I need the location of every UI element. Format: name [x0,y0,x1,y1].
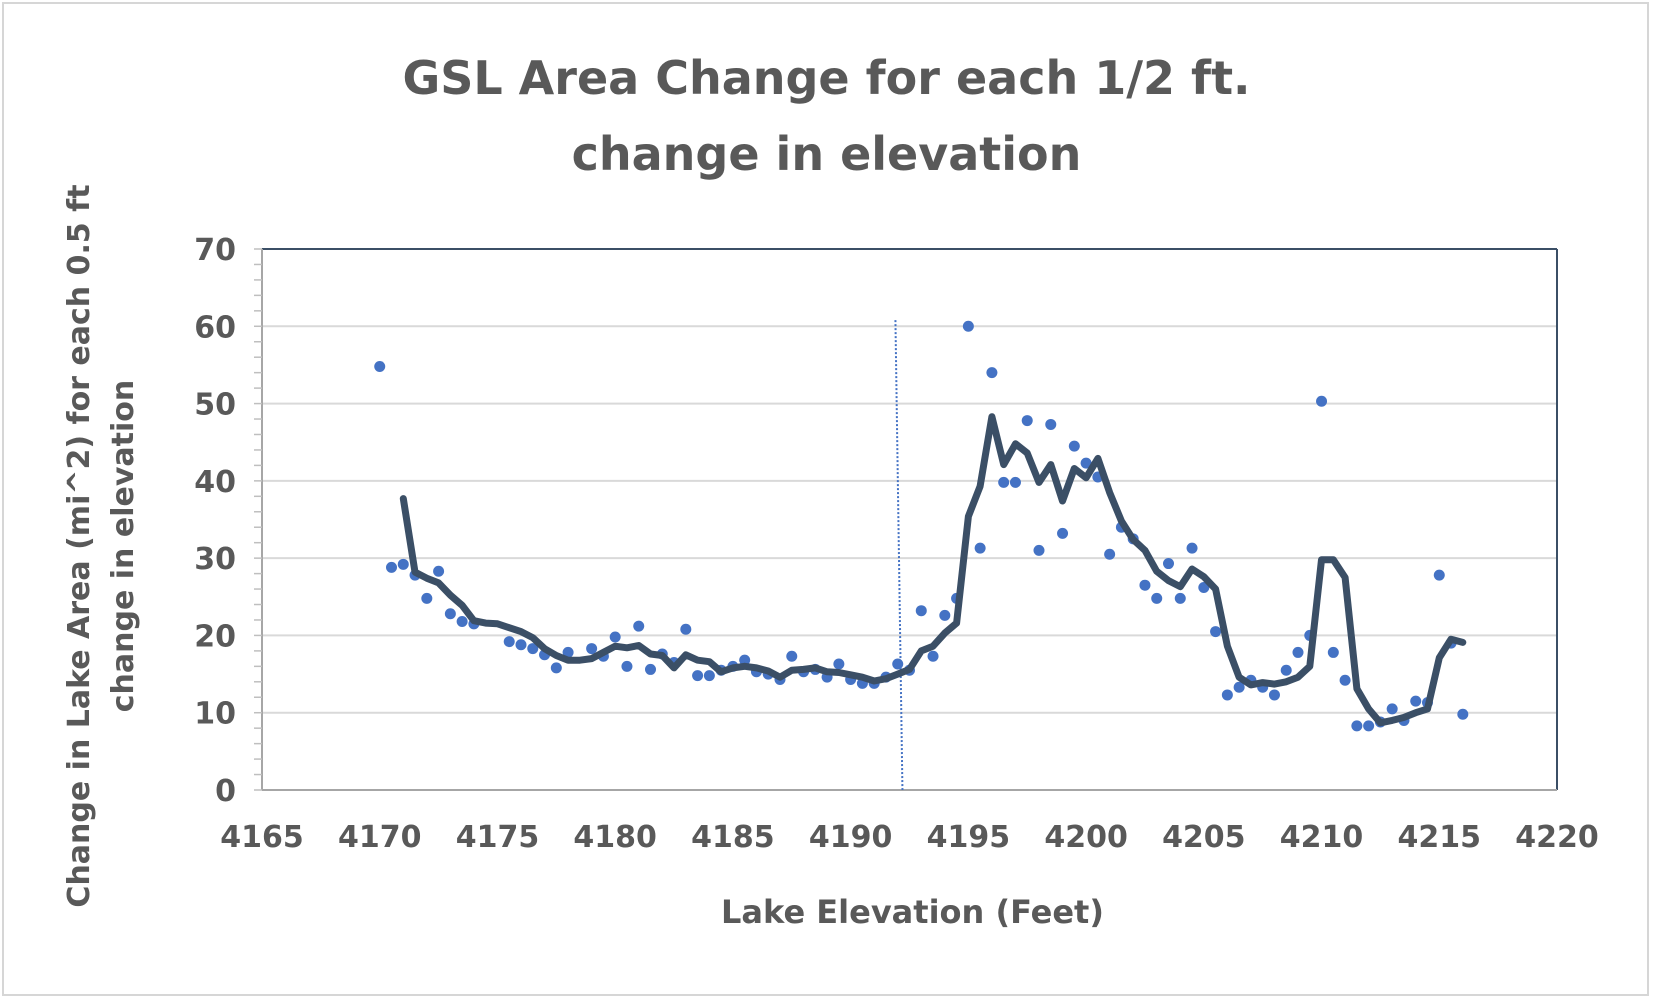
trend-line-path [399,413,1467,727]
x-tick-label: 4220 [1515,820,1599,855]
y-tick-label: 0 [215,774,236,809]
data-point [1174,592,1186,604]
y-tick-label: 40 [194,465,236,500]
grid-lines [262,325,1557,714]
data-point [1151,592,1163,604]
data-point [1080,457,1092,469]
data-point [1210,626,1222,638]
data-point [962,320,974,332]
data-point [515,639,527,651]
data-point [550,662,562,674]
data-point [1057,527,1069,539]
y-tick-label: 30 [194,542,236,577]
data-point [562,646,574,658]
data-point [621,660,633,672]
data-point [1186,542,1198,554]
reference-line [894,320,904,791]
data-point [1363,720,1375,732]
data-point [609,631,621,643]
x-tick-label: 4165 [220,820,304,855]
data-point [1433,569,1445,581]
data-point [1327,646,1339,658]
x-tick-label: 4175 [456,820,540,855]
x-tick-label: 4210 [1280,820,1364,855]
y-tick-label: 20 [194,619,236,654]
data-point [397,558,409,570]
data-point [1163,558,1174,570]
data-point [1386,703,1398,715]
x-tick-label: 4170 [338,820,422,855]
data-point [974,542,986,554]
data-point [1410,695,1422,707]
x-tick-label: 4215 [1398,820,1482,855]
axes [254,248,1558,791]
data-point [998,476,1010,488]
data-point [586,643,598,655]
data-point [786,650,798,662]
data-point [421,592,433,604]
data-point [1221,689,1233,701]
data-point [1009,476,1021,488]
data-point [703,670,715,682]
x-tick-labels: 4165 4170 4175 4180 4185 4190 4195 4200 4205 4210… [220,820,1599,855]
x-tick-label: 4180 [573,820,657,855]
data-point [1268,689,1280,701]
data-point [1233,681,1245,693]
x-tick-label: 4195 [927,820,1011,855]
data-point [1457,708,1469,720]
y-tick-label: 60 [194,310,236,345]
y-tick-labels: 0 10 20 30 40 50 60 70 [194,233,236,809]
data-point [633,620,645,632]
data-point [915,605,927,617]
data-point [645,663,656,675]
data-point [1339,674,1351,686]
data-point [939,609,951,621]
chart-title-line-2: change in elevation [571,127,1082,181]
data-point [1045,418,1057,430]
data-point [374,360,386,372]
x-axis-label: Lake Elevation (Feet) [721,893,1104,931]
data-point [444,608,456,620]
data-point [527,643,539,655]
data-point [503,636,515,648]
data-point [1021,415,1033,427]
data-point [1280,664,1292,676]
data-point [386,561,397,573]
data-point [892,658,904,670]
data-point [1351,720,1363,732]
x-tick-label: 4190 [809,820,893,855]
data-point [1316,395,1328,407]
data-point [986,367,998,379]
y-tick-label: 10 [194,697,236,732]
chart-title-line-1: GSL Area Change for each 1/2 ft. [402,51,1251,105]
data-point [927,650,939,662]
data-point [1033,544,1045,556]
data-point [692,670,704,682]
y-tick-label: 70 [194,233,236,268]
trend-line [399,413,1467,727]
data-point [1139,579,1151,591]
reference-dotted-line [894,320,904,791]
data-point [833,658,845,670]
x-tick-label: 4200 [1044,820,1128,855]
data-point [1104,548,1116,560]
data-point [433,565,445,577]
data-point [680,623,692,635]
data-point [456,616,468,628]
y-tick-label: 50 [194,388,236,423]
data-point [1198,582,1210,594]
x-tick-label: 4205 [1162,820,1246,855]
data-point [739,654,751,666]
data-point [1068,440,1080,452]
x-tick-label: 4185 [691,820,775,855]
chart-title: GSL Area Change for each 1/2 ft. change … [0,40,1653,192]
data-point [1292,646,1304,658]
